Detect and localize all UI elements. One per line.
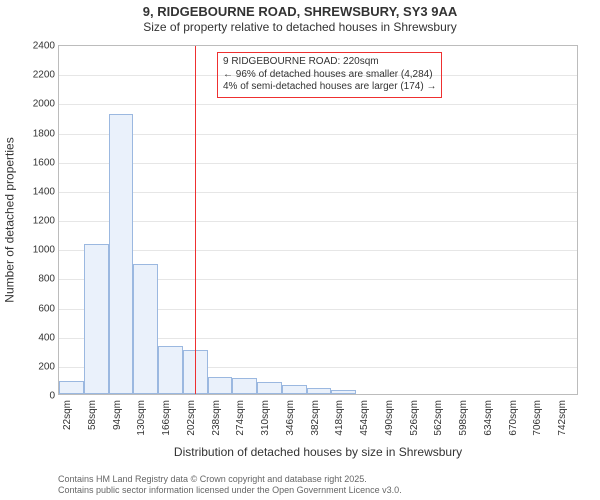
x-tick-label: 22sqm <box>62 400 73 430</box>
annotation-box: 9 RIDGEBOURNE ROAD: 220sqm← 96% of detac… <box>217 52 442 98</box>
y-tick-label: 2400 <box>33 41 55 52</box>
x-tick-label: 202sqm <box>186 400 197 436</box>
histogram-bar <box>84 244 109 394</box>
x-tick-label: 526sqm <box>409 400 420 436</box>
histogram-bar <box>208 377 233 395</box>
y-tick-label: 400 <box>38 332 55 343</box>
x-tick-label: 130sqm <box>136 400 147 436</box>
x-tick-label: 742sqm <box>557 400 568 436</box>
y-tick-label: 1400 <box>33 186 55 197</box>
gridline <box>59 104 577 105</box>
y-tick-label: 1200 <box>33 216 55 227</box>
x-tick-label: 94sqm <box>112 400 123 430</box>
histogram-bar <box>133 264 158 394</box>
annotation-line: 4% of semi-detached houses are larger (1… <box>223 81 436 94</box>
chart-subtitle: Size of property relative to detached ho… <box>0 20 600 35</box>
histogram-bar <box>282 385 307 394</box>
gridline <box>59 250 577 251</box>
y-tick-label: 1800 <box>33 128 55 139</box>
x-tick-label: 346sqm <box>285 400 296 436</box>
x-tick-label: 670sqm <box>508 400 519 436</box>
x-tick-label: 490sqm <box>384 400 395 436</box>
x-tick-label: 454sqm <box>359 400 370 436</box>
x-tick-label: 418sqm <box>334 400 345 436</box>
histogram-bar <box>257 382 282 394</box>
y-axis-label-wrap: Number of detached properties <box>2 45 18 395</box>
x-tick-label: 238sqm <box>211 400 222 436</box>
histogram-bar <box>158 346 183 394</box>
x-axis-label: Distribution of detached houses by size … <box>58 445 578 459</box>
gridline <box>59 163 577 164</box>
chart-container: { "chart": { "type": "histogram", "width… <box>0 0 600 500</box>
y-tick-label: 0 <box>49 391 55 402</box>
chart-footer: Contains HM Land Registry data © Crown c… <box>58 474 578 496</box>
histogram-bar <box>109 114 134 394</box>
y-tick-label: 1600 <box>33 157 55 168</box>
x-tick-label: 274sqm <box>235 400 246 436</box>
reference-line <box>195 46 196 394</box>
y-tick-label: 1000 <box>33 245 55 256</box>
y-tick-label: 800 <box>38 274 55 285</box>
chart-title-block: 9, RIDGEBOURNE ROAD, SHREWSBURY, SY3 9AA… <box>0 0 600 35</box>
gridline <box>59 134 577 135</box>
x-tick-label: 562sqm <box>433 400 444 436</box>
gridline <box>59 221 577 222</box>
plot-area: 0200400600800100012001400160018002000220… <box>58 45 578 395</box>
x-tick-label: 166sqm <box>161 400 172 436</box>
y-tick-label: 2200 <box>33 70 55 81</box>
x-tick-label: 310sqm <box>260 400 271 436</box>
gridline <box>59 192 577 193</box>
y-tick-label: 600 <box>38 303 55 314</box>
histogram-bar <box>59 381 84 394</box>
y-tick-label: 200 <box>38 361 55 372</box>
histogram-bar <box>307 388 332 394</box>
y-axis-label: Number of detached properties <box>3 137 17 302</box>
annotation-line: 9 RIDGEBOURNE ROAD: 220sqm <box>223 56 436 69</box>
x-tick-label: 598sqm <box>458 400 469 436</box>
chart-title: 9, RIDGEBOURNE ROAD, SHREWSBURY, SY3 9AA <box>0 4 600 20</box>
histogram-bar <box>331 390 356 394</box>
footer-line: Contains public sector information licen… <box>58 485 578 496</box>
x-tick-label: 634sqm <box>483 400 494 436</box>
footer-line: Contains HM Land Registry data © Crown c… <box>58 474 578 485</box>
histogram-bar <box>232 378 257 394</box>
y-tick-label: 2000 <box>33 99 55 110</box>
annotation-line: ← 96% of detached houses are smaller (4,… <box>223 69 436 82</box>
x-tick-label: 706sqm <box>532 400 543 436</box>
x-tick-label: 382sqm <box>310 400 321 436</box>
x-tick-label: 58sqm <box>87 400 98 430</box>
